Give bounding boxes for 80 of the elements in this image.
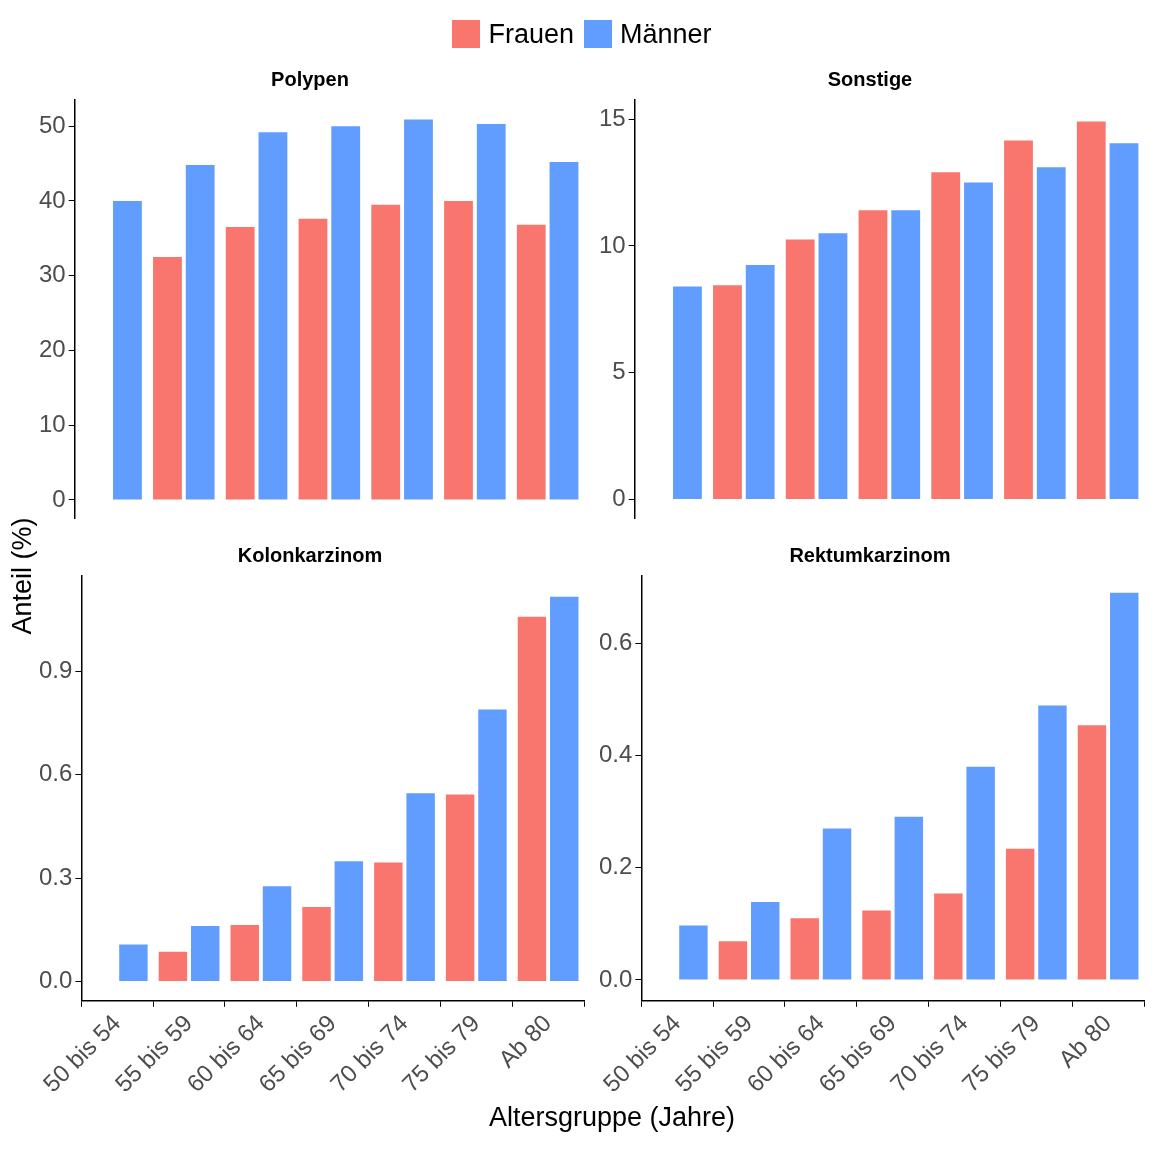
bar — [334, 861, 364, 981]
bar — [478, 709, 507, 981]
bar — [1076, 121, 1106, 500]
y-tick-label: 0 — [612, 484, 626, 512]
bar — [894, 816, 924, 980]
y-tick-label: 30 — [38, 260, 66, 288]
x-axis-title: Altersgruppe (Jahre) — [487, 1102, 737, 1133]
y-tick-label: 40 — [38, 185, 66, 213]
bar — [673, 286, 702, 500]
bar — [1036, 167, 1066, 500]
chart-title: Kolonkarzinom — [237, 543, 383, 566]
y-tick-label: 0 — [52, 484, 66, 512]
bar — [785, 239, 815, 500]
bar — [1077, 725, 1107, 980]
bar — [516, 224, 546, 500]
y-tick-label: 0.9 — [38, 655, 73, 683]
y-tick-label: 0.0 — [38, 966, 73, 994]
bar — [822, 828, 852, 980]
bar — [302, 906, 331, 981]
bar — [406, 793, 435, 981]
bar — [679, 925, 708, 980]
bar — [818, 233, 848, 500]
bar — [745, 264, 775, 500]
y-tick-label: 0.3 — [38, 862, 73, 890]
bar — [225, 227, 255, 500]
bar — [751, 902, 780, 980]
legend-label: Männer — [620, 18, 712, 50]
bar — [331, 126, 361, 500]
bar — [790, 918, 819, 980]
bar — [374, 862, 403, 981]
y-tick-label: 15 — [598, 103, 626, 131]
bar — [185, 165, 215, 500]
y-tick-label: 10 — [38, 409, 66, 437]
y-tick-label: 0.2 — [598, 852, 633, 880]
y-tick-label: 0.6 — [38, 759, 73, 787]
bar — [517, 616, 547, 981]
bar — [258, 132, 288, 500]
bar — [862, 910, 891, 980]
bar — [1038, 705, 1067, 980]
y-tick-label: 0.0 — [598, 964, 633, 992]
y-tick-label: 10 — [598, 230, 626, 258]
bar — [298, 218, 328, 500]
y-tick-label: 0.4 — [598, 740, 633, 768]
bar — [119, 944, 148, 981]
bar — [158, 951, 188, 981]
y-tick-label: 5 — [612, 357, 626, 385]
bar — [445, 794, 475, 981]
bar — [858, 210, 888, 500]
bar — [718, 941, 748, 980]
y-tick-label: 20 — [38, 335, 66, 363]
bar — [891, 210, 921, 500]
bar — [476, 123, 506, 500]
bar — [230, 924, 259, 981]
bar — [404, 119, 433, 500]
bar — [934, 893, 963, 980]
bar — [1109, 143, 1139, 500]
bar — [1004, 140, 1033, 500]
bar — [444, 200, 473, 500]
bar — [931, 172, 961, 500]
legend-label: Frauen — [488, 18, 574, 50]
x-tick-label: Ab 80 — [492, 1009, 557, 1073]
bar — [113, 200, 142, 500]
bar — [549, 162, 579, 500]
x-tick-label: Ab 80 — [1052, 1009, 1117, 1073]
y-axis-title: Anteil (%) — [6, 517, 38, 635]
bar — [550, 596, 579, 981]
bar — [371, 204, 401, 500]
y-tick-label: 50 — [38, 110, 66, 138]
bar — [1110, 592, 1139, 980]
chart-title: Sonstige — [827, 67, 913, 90]
chart-title: Rektumkarzinom — [789, 543, 951, 566]
bar — [1005, 848, 1035, 980]
bar — [713, 285, 742, 500]
chart-title: Polypen — [271, 67, 349, 90]
bar — [191, 925, 220, 981]
bar — [964, 182, 993, 500]
bar — [262, 886, 292, 981]
bar — [153, 256, 182, 500]
bar — [966, 766, 995, 980]
y-tick-label: 0.6 — [598, 627, 633, 655]
